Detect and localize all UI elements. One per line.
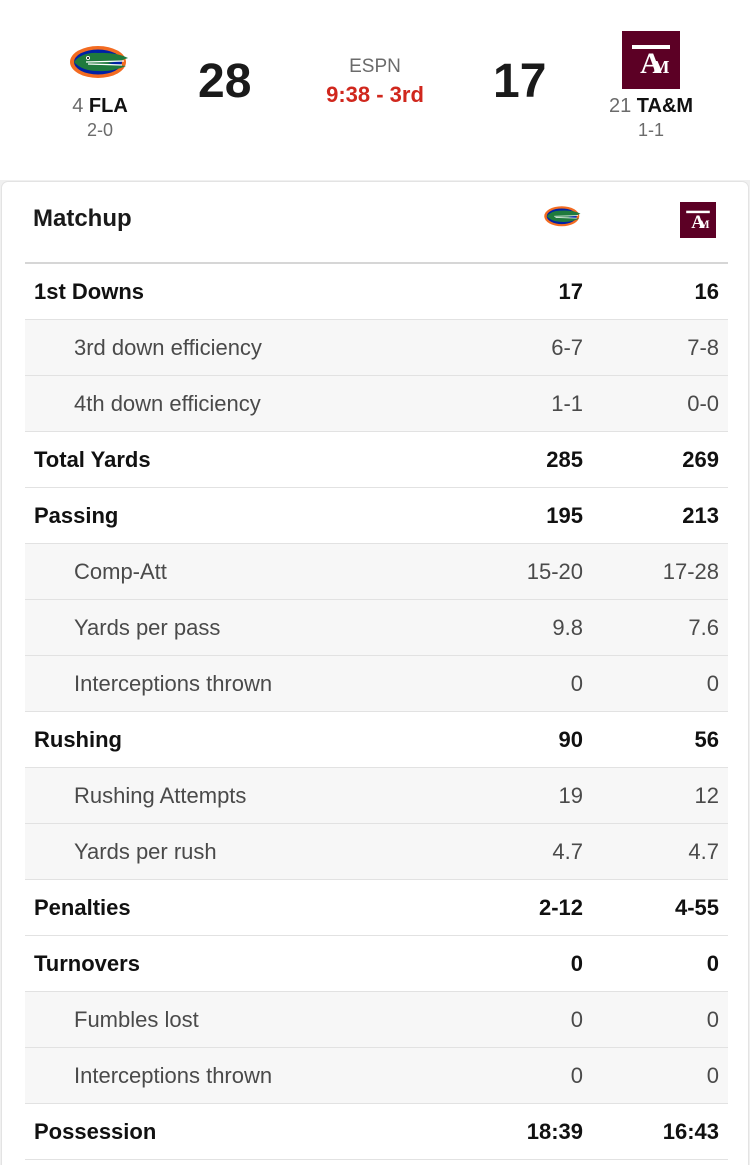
stat-label: 3rd down efficiency xyxy=(74,335,262,360)
stat-label: Turnovers xyxy=(34,951,140,976)
away-stat-value: 7-8 xyxy=(687,335,719,360)
stat-label: Comp-Att xyxy=(74,559,167,584)
stat-subrow: Interceptions thrown 0 0 xyxy=(25,1048,728,1104)
game-status: ESPN 9:38 - 3rd xyxy=(275,56,475,110)
stat-subrow: Yards per pass 9.8 7.6 xyxy=(25,600,728,656)
away-stat-value: 0 xyxy=(706,671,719,696)
stat-label: Yards per pass xyxy=(74,615,221,640)
home-stat-value: 0 xyxy=(570,671,583,696)
stat-row: Turnovers 0 0 xyxy=(25,936,728,992)
away-stat-value: 4.7 xyxy=(688,839,719,864)
stat-label: Passing xyxy=(34,503,119,528)
home-stat-value: 195 xyxy=(546,503,583,528)
matchup-card: Matchup A M 1st Downs 17 16 3rd down effici… xyxy=(2,182,748,1165)
stat-label: Rushing Attempts xyxy=(74,783,247,808)
away-score: 17 xyxy=(493,55,547,108)
matchup-title: Matchup xyxy=(33,205,132,232)
stat-row: 1st Downs 17 16 xyxy=(25,264,728,320)
stat-subrow: Yards per rush 4.7 4.7 xyxy=(25,824,728,880)
away-team-name: 21 TA&M xyxy=(591,94,711,118)
home-stat-value: 17 xyxy=(558,279,583,304)
away-stat-value: 7.6 xyxy=(688,615,719,640)
away-stat-value: 0 xyxy=(706,951,719,976)
stat-row: Penalties 2-12 4-55 xyxy=(25,880,728,936)
svg-text:A: A xyxy=(640,47,662,80)
home-team-name: 4 FLA xyxy=(40,94,160,118)
stat-label: Total Yards xyxy=(34,447,151,472)
home-stat-value: 9.8 xyxy=(552,615,583,640)
stat-label: Fumbles lost xyxy=(74,1007,199,1032)
away-team[interactable]: A M 21 TA&M 1-1 xyxy=(591,30,711,142)
atm-logo-icon: A M xyxy=(591,30,711,90)
network-label: ESPN xyxy=(349,56,401,77)
atm-mini-logo-icon: A M xyxy=(680,202,716,243)
home-stat-value: 4.7 xyxy=(552,839,583,864)
home-team[interactable]: 4 FLA 2-0 xyxy=(40,30,160,142)
stat-subrow: Fumbles lost 0 0 xyxy=(25,992,728,1048)
stat-subrow: Interceptions thrown 0 0 xyxy=(25,656,728,712)
stat-label: Rushing xyxy=(34,727,122,752)
stats-table: 1st Downs 17 16 3rd down efficiency 6-7 7-8 4t… xyxy=(25,262,728,1160)
stat-subrow: 4th down efficiency 1-1 0-0 xyxy=(25,376,728,432)
game-clock: 9:38 - 3rd xyxy=(326,82,424,107)
svg-text:M: M xyxy=(653,57,670,77)
stat-label: Penalties xyxy=(34,895,131,920)
stat-row: Rushing 90 56 xyxy=(25,712,728,768)
stat-label: Possession xyxy=(34,1119,157,1144)
scoreboard-header: 4 FLA 2-0 28 ESPN 9:38 - 3rd 17 A M 21 T… xyxy=(0,0,750,180)
stat-subrow: Comp-Att 15-20 17-28 xyxy=(25,544,728,600)
stat-label: 4th down efficiency xyxy=(74,391,261,416)
stat-subrow: Rushing Attempts 19 12 xyxy=(25,768,728,824)
away-rank: 21 xyxy=(608,95,632,117)
home-record: 2-0 xyxy=(86,120,113,140)
matchup-header: Matchup A M xyxy=(2,182,748,262)
home-score: 28 xyxy=(198,55,252,108)
stat-subrow: 3rd down efficiency 6-7 7-8 xyxy=(25,320,728,376)
away-stat-value: 56 xyxy=(694,727,719,752)
away-stat-value: 269 xyxy=(682,447,719,472)
stat-label: Interceptions thrown xyxy=(74,1063,273,1088)
svg-text:A: A xyxy=(691,212,705,233)
away-stat-value: 0 xyxy=(706,1007,719,1032)
home-stat-value: 0 xyxy=(570,951,583,976)
away-stat-value: 16:43 xyxy=(662,1119,719,1144)
home-stat-value: 2-12 xyxy=(538,895,583,920)
home-stat-value: 19 xyxy=(558,783,583,808)
stat-label: Interceptions thrown xyxy=(74,671,273,696)
stat-label: 1st Downs xyxy=(34,279,145,304)
home-stat-value: 15-20 xyxy=(526,559,583,584)
stat-row: Passing 195 213 xyxy=(25,488,728,544)
home-abbr: FLA xyxy=(88,95,128,117)
home-rank: 4 xyxy=(72,95,84,117)
home-stat-value: 18:39 xyxy=(526,1119,583,1144)
home-stat-value: 1-1 xyxy=(551,391,583,416)
svg-text:M: M xyxy=(699,219,710,231)
home-stat-value: 90 xyxy=(558,727,583,752)
gator-mini-logo-icon xyxy=(543,202,583,233)
away-stat-value: 0-0 xyxy=(687,391,719,416)
home-stat-value: 0 xyxy=(570,1063,583,1088)
away-abbr: TA&M xyxy=(636,95,694,117)
away-stat-value: 12 xyxy=(694,783,719,808)
away-stat-value: 4-55 xyxy=(674,895,719,920)
home-stat-value: 0 xyxy=(570,1007,583,1032)
away-stat-value: 213 xyxy=(682,503,719,528)
gator-logo-icon xyxy=(40,30,160,90)
stat-label: Yards per rush xyxy=(74,839,217,864)
away-stat-value: 0 xyxy=(706,1063,719,1088)
stat-row: Total Yards 285 269 xyxy=(25,432,728,488)
home-stat-value: 285 xyxy=(546,447,583,472)
away-record: 1-1 xyxy=(637,120,664,140)
home-stat-value: 6-7 xyxy=(551,335,583,360)
away-stat-value: 17-28 xyxy=(662,559,719,584)
stat-row: Possession 18:39 16:43 xyxy=(25,1104,728,1160)
away-stat-value: 16 xyxy=(694,279,719,304)
